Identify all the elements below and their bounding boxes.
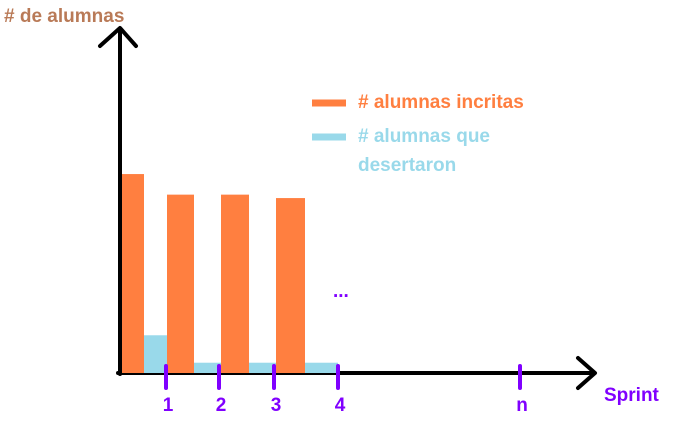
bar <box>167 194 194 373</box>
bar <box>276 198 305 373</box>
legend-label: # alumnas que desertaron <box>358 126 490 176</box>
x-tick-label: n <box>516 395 528 416</box>
x-tick-label: 1 <box>163 395 174 416</box>
legend-label: # alumnas incritas <box>358 92 524 113</box>
y-axis-label: # de alumnas <box>4 6 124 27</box>
bar <box>122 174 144 373</box>
bar <box>221 194 249 373</box>
x-axis-label: Sprint <box>604 385 660 406</box>
x-tick-label: 4 <box>335 395 346 416</box>
bar <box>194 362 221 373</box>
bar <box>305 362 338 373</box>
ellipsis: ... <box>333 281 349 302</box>
x-tick-label: 3 <box>271 395 282 416</box>
bar <box>249 362 276 373</box>
bar <box>144 335 167 373</box>
x-tick-label: 2 <box>216 395 227 416</box>
